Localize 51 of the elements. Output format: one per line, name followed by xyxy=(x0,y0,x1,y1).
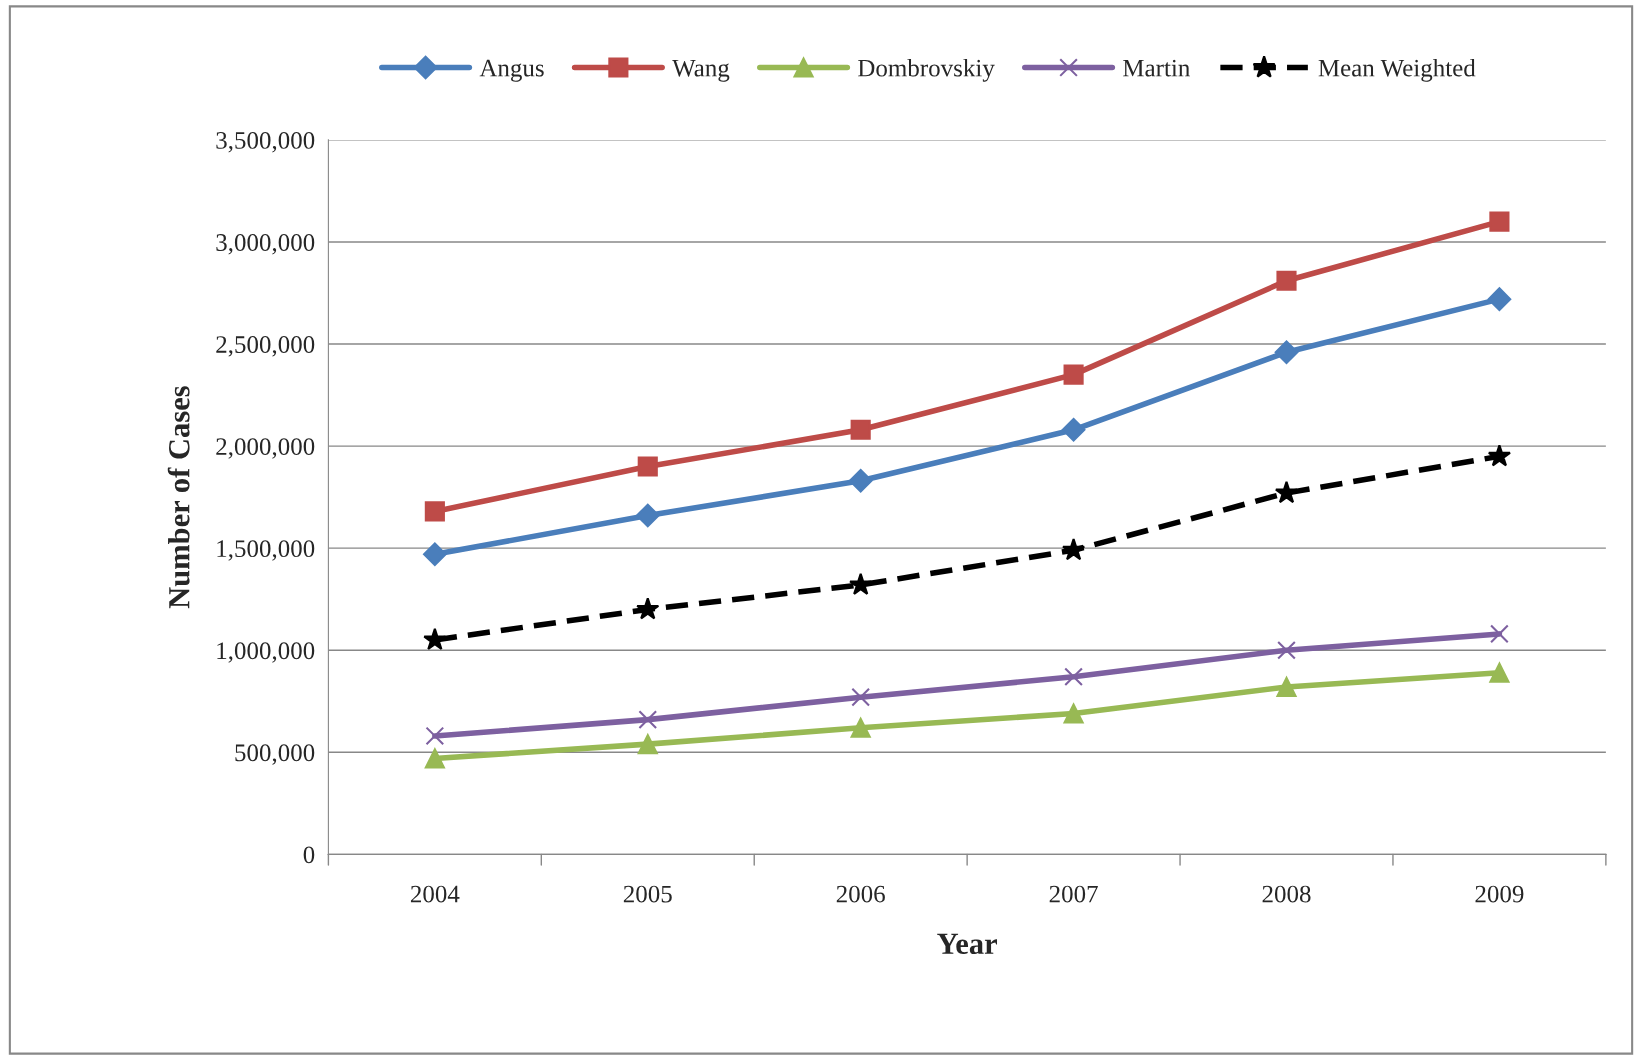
point xyxy=(1276,270,1297,291)
point xyxy=(1274,480,1299,504)
point xyxy=(1489,662,1510,683)
legend-label: Angus xyxy=(479,59,544,82)
point xyxy=(1277,640,1296,660)
point xyxy=(1063,703,1084,724)
point xyxy=(1490,624,1509,644)
point xyxy=(638,710,658,730)
y-tick-label: 1,500,000 xyxy=(217,540,315,561)
y-tick-label: 500,000 xyxy=(235,744,315,765)
x-tick-label: 2008 xyxy=(1262,885,1311,903)
legend-label: Dombrovskiy xyxy=(858,58,995,82)
point xyxy=(424,501,445,522)
point xyxy=(848,468,873,493)
legend-label: Wang xyxy=(672,59,730,82)
point xyxy=(1064,667,1083,687)
legend-label: Mean Weighted xyxy=(1318,58,1476,82)
point xyxy=(425,726,445,746)
x-tick-label: 2006 xyxy=(836,885,885,903)
y-tick-label: 0 xyxy=(303,846,315,864)
point xyxy=(1061,417,1086,442)
point xyxy=(1489,211,1510,232)
y-tick-label: 2,000,000 xyxy=(216,438,315,459)
point xyxy=(635,503,660,528)
y-tick-label: 1,000,000 xyxy=(217,642,315,663)
y-axis-title: Number of Cases xyxy=(167,386,190,609)
y-tick-label: 3,500,000 xyxy=(216,131,315,153)
point xyxy=(849,572,873,595)
point xyxy=(424,748,445,769)
point xyxy=(1487,444,1512,467)
point xyxy=(637,456,658,477)
point xyxy=(636,597,660,620)
point xyxy=(1063,364,1084,385)
y-tick-label: 3,000,000 xyxy=(216,234,315,255)
x-tick-label: 2004 xyxy=(410,885,460,903)
point xyxy=(850,419,871,440)
point xyxy=(850,717,871,738)
x-tick-label: 2005 xyxy=(623,885,672,903)
point xyxy=(1276,676,1297,698)
point xyxy=(1487,287,1512,311)
legend-label: Martin xyxy=(1123,59,1190,77)
point xyxy=(637,734,658,755)
point xyxy=(1061,538,1086,561)
x-tick-label: 2009 xyxy=(1475,885,1524,903)
point xyxy=(423,627,447,651)
point xyxy=(1274,340,1299,365)
point xyxy=(423,542,447,567)
x-tick-label: 2007 xyxy=(1049,885,1098,903)
x-axis-title: Year xyxy=(937,933,998,955)
y-tick-label: 2,500,000 xyxy=(216,336,315,357)
point xyxy=(851,687,871,707)
